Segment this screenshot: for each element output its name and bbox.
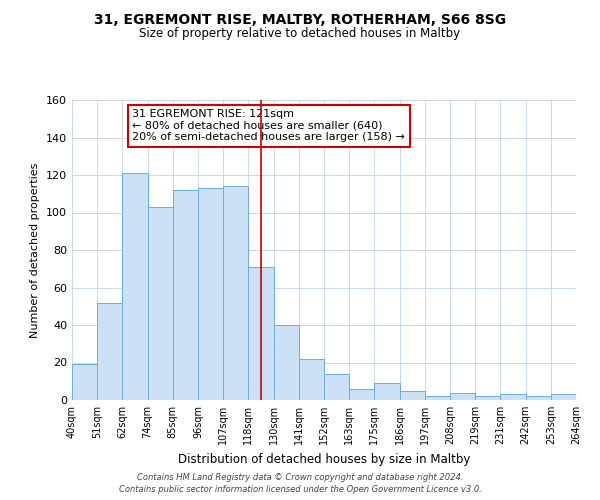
- Bar: [425, 396, 450, 400]
- Bar: [526, 396, 551, 400]
- Text: Size of property relative to detached houses in Maltby: Size of property relative to detached ho…: [139, 28, 461, 40]
- Bar: [72, 364, 97, 400]
- Bar: [551, 394, 576, 400]
- Bar: [97, 302, 122, 400]
- Bar: [248, 267, 274, 400]
- Bar: [223, 186, 248, 400]
- Bar: [198, 188, 223, 400]
- Bar: [148, 207, 173, 400]
- Text: 31 EGREMONT RISE: 121sqm
← 80% of detached houses are smaller (640)
20% of semi-: 31 EGREMONT RISE: 121sqm ← 80% of detach…: [133, 109, 406, 142]
- Bar: [475, 396, 500, 400]
- Text: Contains HM Land Registry data © Crown copyright and database right 2024.: Contains HM Land Registry data © Crown c…: [137, 472, 463, 482]
- Bar: [349, 389, 374, 400]
- Bar: [274, 325, 299, 400]
- Bar: [122, 173, 148, 400]
- Text: 31, EGREMONT RISE, MALTBY, ROTHERHAM, S66 8SG: 31, EGREMONT RISE, MALTBY, ROTHERHAM, S6…: [94, 12, 506, 26]
- Bar: [374, 383, 400, 400]
- Bar: [400, 390, 425, 400]
- Bar: [173, 190, 198, 400]
- Bar: [450, 392, 475, 400]
- X-axis label: Distribution of detached houses by size in Maltby: Distribution of detached houses by size …: [178, 452, 470, 466]
- Bar: [500, 394, 526, 400]
- Bar: [299, 359, 324, 400]
- Bar: [324, 374, 349, 400]
- Text: Contains public sector information licensed under the Open Government Licence v3: Contains public sector information licen…: [119, 485, 481, 494]
- Y-axis label: Number of detached properties: Number of detached properties: [31, 162, 40, 338]
